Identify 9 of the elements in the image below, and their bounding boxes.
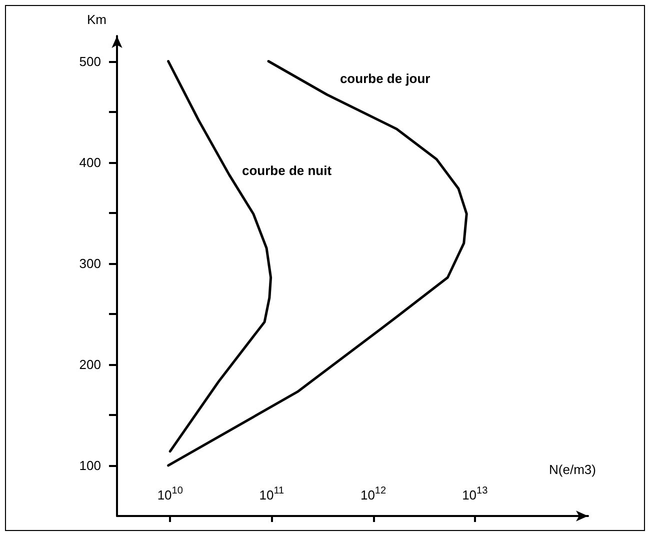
y-tick-label: 400 bbox=[79, 154, 101, 170]
series-label: courbe de nuit bbox=[242, 162, 332, 178]
series-label: courbe de jour bbox=[340, 71, 430, 86]
y-axis-title: Km bbox=[87, 12, 106, 27]
y-tick-label: 500 bbox=[79, 54, 101, 69]
x-axis-title: N(e/m3) bbox=[549, 462, 596, 477]
y-tick-label: 200 bbox=[79, 356, 101, 372]
y-tick-label: 300 bbox=[79, 256, 101, 271]
y-tick-label: 100 bbox=[79, 458, 101, 473]
